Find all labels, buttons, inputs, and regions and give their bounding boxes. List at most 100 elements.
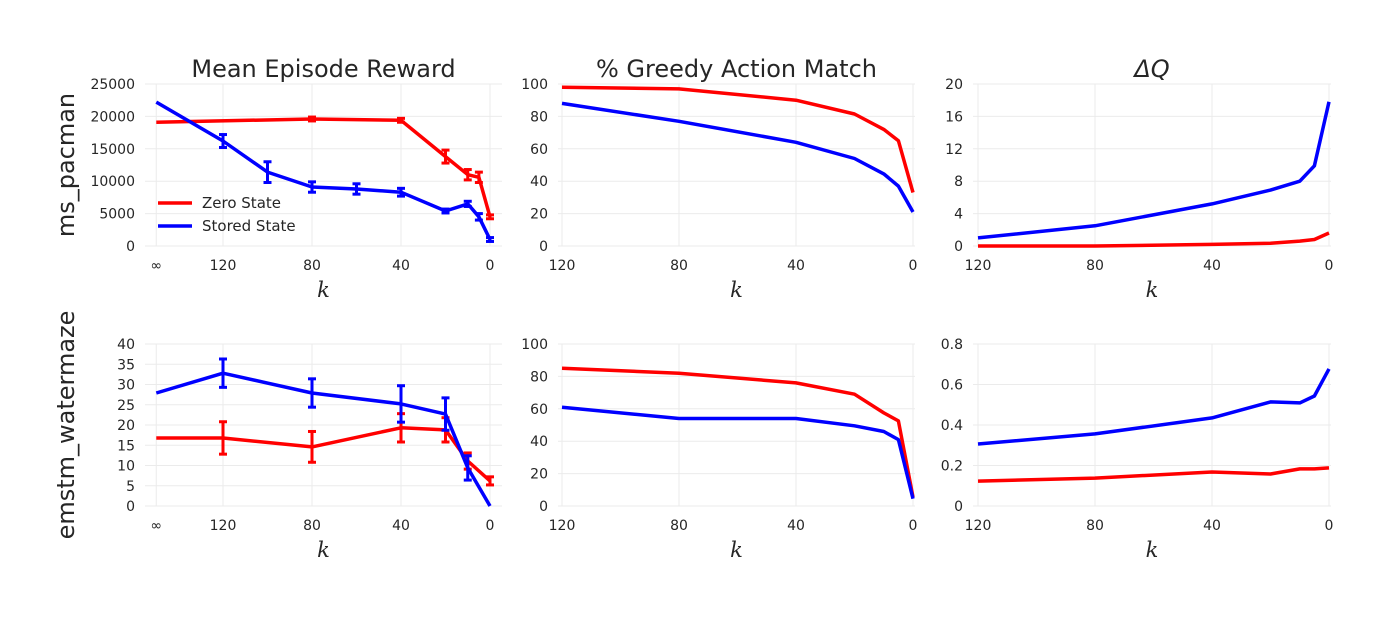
y-tick-label: 35 (117, 357, 135, 373)
error-bar (219, 357, 227, 389)
x-tick-label: 80 (303, 258, 321, 274)
error-bar (474, 170, 483, 184)
y-tick-label: 8 (954, 174, 963, 190)
series-line-1 (561, 101, 915, 213)
error-bar (397, 186, 405, 198)
error-bar (308, 180, 316, 194)
y-tick-label: 0.2 (941, 459, 963, 475)
y-tick-label: 16 (945, 109, 963, 125)
panel-title: Mean Episode Reward (191, 55, 455, 83)
error-bar (474, 212, 483, 222)
y-tick-label: 5000 (99, 207, 135, 223)
x-tick-label: 120 (965, 258, 992, 274)
error-bar (219, 420, 227, 456)
x-tick-label: ∞ (150, 258, 162, 274)
series-line-0 (561, 366, 915, 498)
row-label: emstm_watermaze (52, 311, 80, 540)
series-line-0 (977, 466, 1330, 483)
legend-label: Zero State (202, 194, 281, 212)
y-tick-label: 25000 (90, 77, 135, 93)
error-bar (441, 148, 450, 165)
error-bar (486, 213, 494, 221)
panel-3: 0 5 10 15 20 25 30 35 40 ∞ 120 80 40 0 k emstm_watermaz… (52, 311, 502, 562)
y-tick-label: 20 (530, 467, 548, 483)
error-bar (486, 475, 494, 487)
error-bar (463, 168, 472, 182)
y-tick-label: 4 (954, 207, 963, 223)
error-bar (463, 454, 472, 482)
x-axis-label: k (317, 278, 330, 302)
panel-5: 0 0.2 0.4 0.6 0.8 120 80 40 0 k (941, 337, 1334, 562)
x-tick-label: 40 (392, 518, 410, 534)
x-tick-label: 80 (1086, 518, 1104, 534)
panel-title: ΔQ (1132, 55, 1169, 83)
x-tick-label: 0 (486, 518, 495, 534)
error-bar (463, 199, 472, 208)
error-bar (308, 429, 316, 464)
y-tick-label: 15000 (90, 142, 135, 158)
y-tick-label: 0.8 (941, 337, 963, 353)
error-bar (219, 133, 227, 150)
error-bar (308, 115, 316, 123)
y-tick-label: 10 (117, 459, 135, 475)
y-tick-label: 12 (945, 142, 963, 158)
y-tick-label: 20 (117, 418, 135, 434)
y-tick-label: 0.6 (941, 378, 963, 394)
panel-1: 0 20 40 60 80 100 120 80 40 0 k % Greedy Action Mat… (521, 55, 917, 302)
plot-area (558, 344, 915, 506)
series-line-1 (155, 100, 492, 241)
y-tick-label: 0 (126, 239, 135, 255)
legend-label: Stored State (202, 217, 296, 235)
x-axis-label: k (1146, 538, 1159, 562)
x-tick-label: 80 (670, 258, 688, 274)
y-tick-label: 0 (539, 499, 548, 515)
y-tick-label: 0 (954, 239, 963, 255)
x-tick-label: 80 (303, 518, 321, 534)
panel-2: 0 4 8 12 16 20 120 80 40 0 k ΔQ (945, 55, 1333, 302)
x-tick-label: 0 (909, 258, 918, 274)
y-tick-label: 0.4 (941, 418, 963, 434)
panel-0: 0 5000 10000 15000 20000 25000 ∞ 120 80 40 0 k Mean … (52, 55, 502, 302)
y-tick-label: 30 (117, 378, 135, 394)
x-tick-label: 40 (787, 258, 805, 274)
error-bar (486, 236, 494, 243)
x-tick-label: 80 (1086, 258, 1104, 274)
y-tick-label: 25 (117, 398, 135, 414)
series-line-0 (561, 85, 915, 193)
x-tick-label: 40 (787, 518, 805, 534)
y-tick-label: 80 (530, 369, 548, 385)
x-tick-label: 0 (1325, 518, 1334, 534)
y-tick-label: 5 (126, 479, 135, 495)
y-tick-label: 40 (117, 337, 135, 353)
x-tick-label: 80 (670, 518, 688, 534)
error-bar (441, 396, 450, 432)
x-tick-label: 40 (1203, 258, 1221, 274)
x-axis-label: k (730, 538, 743, 562)
x-tick-label: 40 (1203, 518, 1221, 534)
series-line-0 (978, 231, 1330, 248)
x-tick-label: 120 (210, 258, 237, 274)
y-tick-label: 80 (530, 109, 548, 125)
y-tick-label: 0 (954, 499, 963, 515)
plot-area (973, 84, 1331, 246)
x-tick-label: 120 (549, 518, 576, 534)
y-tick-label: 40 (530, 434, 548, 450)
x-tick-label: 120 (210, 518, 237, 534)
plot-area (558, 84, 915, 246)
x-tick-label: 120 (965, 518, 992, 534)
x-tick-label: 0 (909, 518, 918, 534)
x-axis-label: k (730, 278, 743, 302)
y-tick-label: 100 (521, 337, 548, 353)
error-bar (352, 182, 361, 196)
y-tick-label: 15 (117, 438, 135, 454)
x-tick-label: 40 (392, 258, 410, 274)
y-tick-label: 60 (530, 142, 548, 158)
panel-title: % Greedy Action Match (596, 55, 877, 83)
error-bar (397, 116, 405, 124)
series-line-1 (977, 368, 1331, 446)
plot-area (145, 84, 502, 246)
y-tick-label: 0 (126, 499, 135, 515)
row-label: ms_pacman (52, 93, 80, 237)
series-line-1 (561, 405, 915, 500)
